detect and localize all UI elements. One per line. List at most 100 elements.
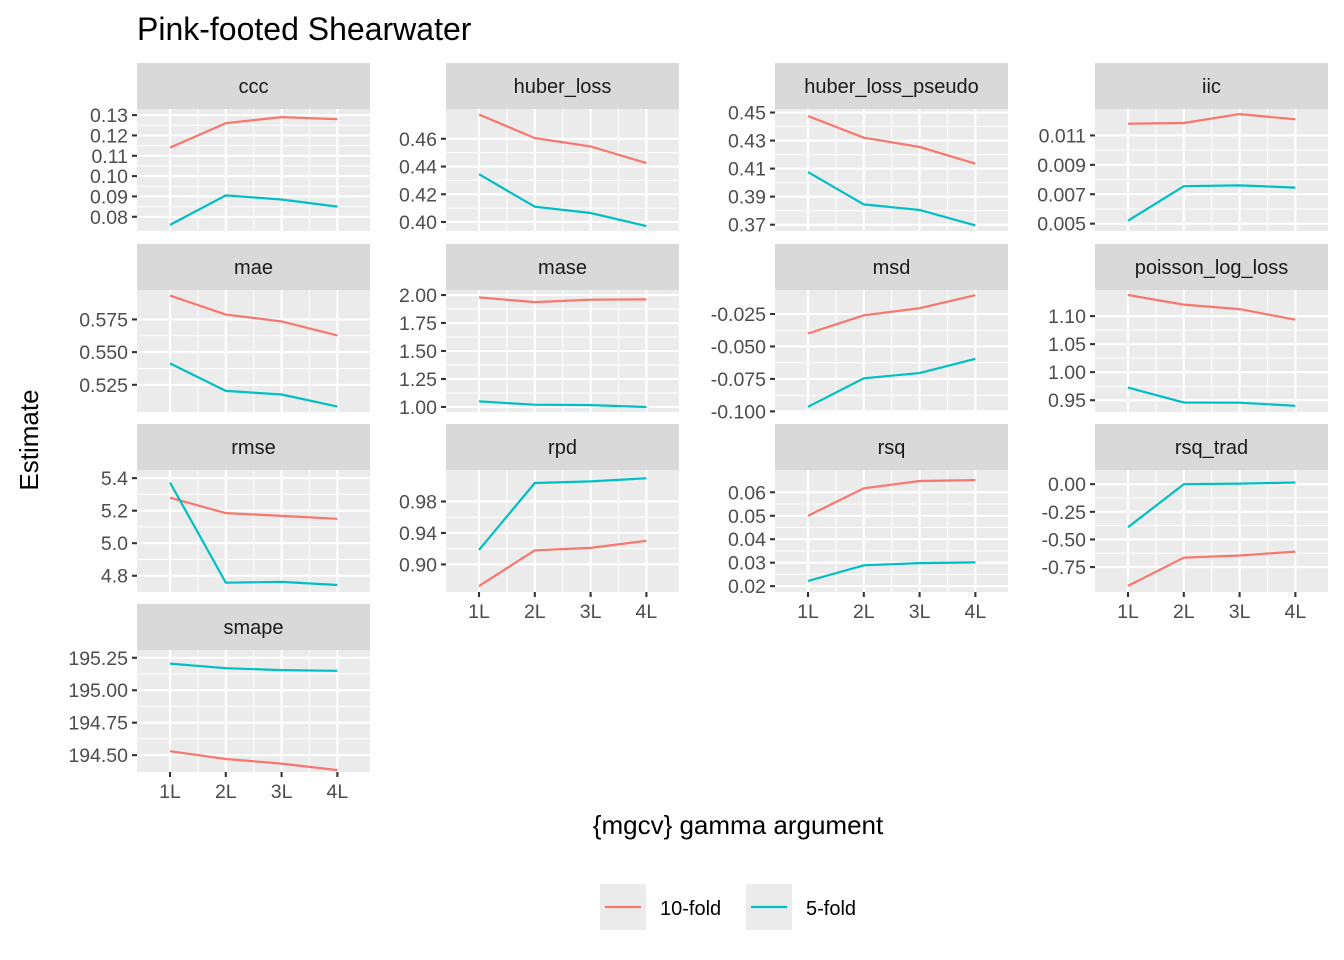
legend-item: 5-fold — [746, 884, 856, 930]
chart-title: Pink-footed Shearwater — [137, 11, 472, 47]
series-line-10-fold — [807, 114, 976, 165]
x-tick-label: 4L — [1285, 601, 1307, 623]
x-tick-label: 1L — [797, 601, 819, 623]
y-tick-label: -0.075 — [711, 369, 766, 391]
series-line-10-fold — [478, 113, 647, 165]
y-axis-title: Estimate — [14, 389, 44, 490]
series-line-5-fold — [1127, 481, 1296, 529]
y-tick-label: 0.09 — [90, 186, 128, 208]
y-tick-label: 0.45 — [728, 103, 766, 125]
strip-label: iic — [1202, 76, 1221, 98]
panel-rmse: rmse 4.8 5.0 5.2 5.4 — [101, 424, 370, 592]
y-tick-label: 0.550 — [79, 342, 128, 364]
x-tick-label: 3L — [1229, 601, 1251, 623]
y-tick-label: -0.025 — [711, 304, 766, 326]
y-tick-label: 0.06 — [728, 482, 766, 504]
y-tick-label: 0.02 — [728, 576, 766, 598]
y-tick-label: 0.39 — [728, 187, 766, 209]
series-line-10-fold — [478, 296, 647, 304]
series-line-5-fold — [1127, 184, 1296, 222]
panel-rsq_trad: rsq_trad -0.75 -0.50 -0.25 0.00 1L 2L 3L 4L — [1042, 424, 1328, 623]
x-tick-label: 1L — [1117, 601, 1139, 623]
legend-label: 10-fold — [660, 898, 721, 920]
panel-rsq: rsq 0.020.030.040.050.06 1L 2L 3L 4L — [728, 424, 1008, 623]
y-tick-label: -0.050 — [711, 336, 766, 358]
y-tick-label: 0.44 — [399, 157, 437, 179]
series-line-10-fold — [169, 115, 338, 149]
strip-background — [137, 424, 370, 470]
panels-layer: ccc 0.080.090.100.110.120.13 huber_loss 0.4… — [68, 63, 1328, 803]
y-tick-label: 0.009 — [1037, 155, 1086, 177]
y-tick-label: 0.90 — [399, 554, 437, 576]
strip-label: rpd — [548, 437, 577, 459]
series-line-5-fold — [807, 357, 976, 408]
panel-huber_loss: huber_loss 0.40 0.42 0.44 0.46 — [399, 63, 679, 234]
x-tick-label: 3L — [580, 601, 602, 623]
series-line-5-fold — [807, 171, 976, 227]
y-tick-label: -0.75 — [1042, 557, 1087, 579]
y-tick-label: 0.525 — [79, 375, 128, 397]
strip-label: mase — [538, 257, 587, 279]
y-tick-label: 1.75 — [399, 313, 437, 335]
y-tick-label: 0.03 — [728, 553, 766, 575]
y-tick-label: 0.007 — [1037, 184, 1086, 206]
y-tick-label: -0.50 — [1042, 529, 1087, 551]
strip-label: huber_loss — [514, 76, 612, 98]
panel-rpd: rpd 0.90 0.94 0.98 1L 2L 3L 4L — [399, 424, 679, 623]
x-tick-label: 4L — [965, 601, 987, 623]
panel-ccc: ccc 0.080.090.100.110.120.13 — [90, 63, 370, 231]
y-tick-label: 1.00 — [399, 397, 437, 419]
series-line-10-fold — [1127, 112, 1296, 125]
y-tick-label: 0.005 — [1037, 214, 1086, 236]
x-tick-label: 2L — [215, 781, 237, 803]
y-tick-label: 0.05 — [728, 506, 766, 528]
strip-background — [775, 424, 1008, 470]
y-tick-label: 0.42 — [399, 184, 437, 206]
y-tick-label: 1.05 — [1048, 334, 1086, 356]
strip-label: mae — [234, 257, 273, 279]
y-tick-label: 0.575 — [79, 309, 128, 331]
series-line-5-fold — [169, 662, 338, 672]
strip-background — [137, 604, 370, 650]
x-tick-label: 3L — [909, 601, 931, 623]
y-tick-label: 0.12 — [90, 125, 128, 147]
y-tick-label: 5.4 — [101, 468, 128, 490]
series-line-10-fold — [807, 479, 976, 517]
strip-background — [446, 424, 679, 470]
x-axis-title: {mgcv} gamma argument — [593, 810, 884, 840]
y-tick-label: 0.41 — [728, 159, 766, 181]
strip-background — [137, 244, 370, 290]
panel-smape: smape 194.50 194.75 195.00 195.25 1L 2L 3L 4L — [68, 604, 370, 803]
y-tick-label: 194.75 — [68, 713, 128, 735]
x-tick-label: 2L — [853, 601, 875, 623]
panel-iic: iic 0.005 0.007 0.009 0.011 — [1037, 63, 1328, 236]
strip-label: ccc — [239, 76, 269, 98]
series-line-10-fold — [807, 294, 976, 335]
y-tick-label: 195.25 — [68, 648, 128, 670]
series-line-5-fold — [169, 194, 338, 226]
y-tick-label: -0.25 — [1042, 502, 1087, 524]
y-tick-label: 2.00 — [399, 285, 437, 307]
y-tick-label: 1.10 — [1048, 306, 1086, 328]
y-tick-label: 0.08 — [90, 207, 128, 229]
y-tick-label: 0.04 — [728, 529, 766, 551]
strip-label: msd — [873, 257, 911, 279]
strip-label: smape — [223, 617, 283, 639]
y-tick-label: 5.0 — [101, 533, 128, 555]
y-tick-label: 0.46 — [399, 129, 437, 151]
series-line-5-fold — [169, 481, 338, 587]
series-line-5-fold — [169, 362, 338, 408]
x-tick-label: 3L — [271, 781, 293, 803]
strip-label: rsq — [878, 437, 906, 459]
x-tick-label: 2L — [524, 601, 546, 623]
series-line-10-fold — [169, 294, 338, 337]
legend-label: 5-fold — [806, 898, 856, 920]
y-tick-label: 195.00 — [68, 680, 128, 702]
y-tick-label: 0.11 — [91, 146, 128, 168]
strip-background — [775, 63, 1008, 109]
x-tick-label: 2L — [1173, 601, 1195, 623]
panel-mae: mae 0.525 0.550 0.575 — [79, 244, 370, 412]
series-line-5-fold — [1127, 386, 1296, 407]
y-tick-label: 0.95 — [1048, 390, 1086, 412]
